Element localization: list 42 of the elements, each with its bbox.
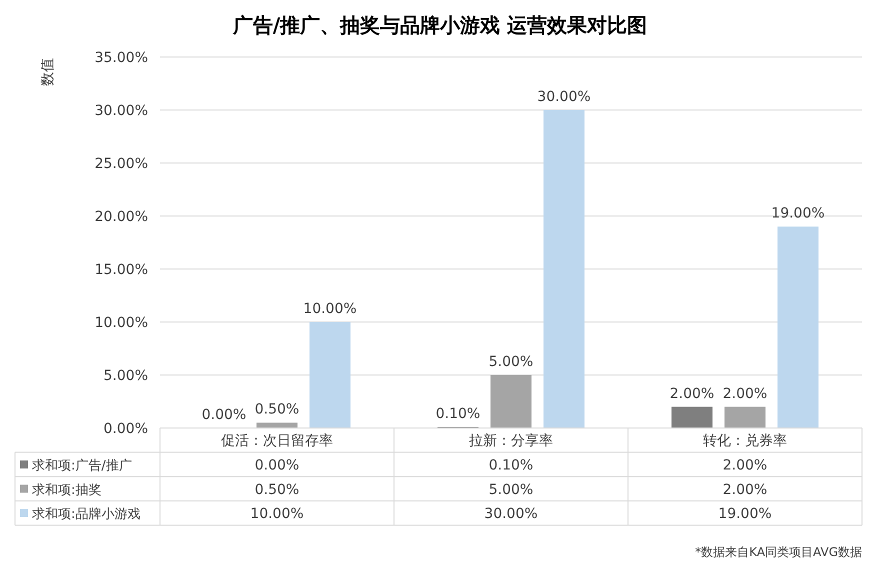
text: 0.50%: [254, 402, 300, 418]
y-tick-label: 15.00%: [94, 262, 148, 278]
data-label: 2.00%: [722, 482, 768, 498]
data-label: 0.00%: [254, 457, 300, 474]
x-tick-label: 促活：次日留存率: [221, 433, 333, 450]
y-tick-label: 35.00%: [94, 50, 148, 66]
y-tick-label: 20.00%: [94, 209, 148, 225]
text: 2.00%: [722, 386, 768, 402]
legend-label: 求和项:品牌小游戏: [32, 507, 140, 522]
data-label: 0.10%: [488, 457, 534, 474]
text: 2.00%: [670, 386, 714, 402]
y-tick-label: 25.00%: [94, 156, 148, 172]
x-tick-label: 转化：兑券率: [703, 433, 787, 450]
data-label: 30.00%: [484, 506, 538, 522]
text: 10.00%: [303, 301, 357, 317]
y-axis-title: 数值: [40, 58, 56, 86]
data-label: 19.00%: [718, 506, 772, 522]
x-tick-label: 拉新：分享率: [469, 433, 553, 450]
bar: [724, 406, 766, 428]
data-label: 0.50%: [254, 482, 300, 498]
bar: [490, 375, 532, 428]
data-label: 5.00%: [488, 482, 534, 498]
y-tick-label: 30.00%: [94, 103, 148, 119]
y-tick-label: 0.00%: [104, 421, 148, 437]
text: 5.00%: [488, 354, 534, 370]
text: 0.10%: [436, 406, 480, 422]
legend-label: 求和项:抽奖: [32, 482, 102, 498]
bar: [310, 322, 350, 428]
legend-label: 求和项:广告/推广: [32, 458, 132, 474]
bar: [778, 226, 818, 428]
text: 0.00%: [202, 407, 246, 423]
text: 19.00%: [771, 206, 825, 222]
bar: [672, 406, 712, 428]
text: 30.00%: [537, 89, 591, 105]
data-label: 2.00%: [722, 457, 768, 474]
data-label: 10.00%: [250, 506, 304, 522]
chart-title: 广告/推广、抽奖与品牌小游戏 运营效果对比图: [232, 13, 648, 37]
bar: [544, 110, 584, 428]
text: *数据来自KA同类项目AVG数据: [695, 545, 862, 559]
bar: [256, 422, 298, 428]
y-tick-label: 10.00%: [94, 315, 148, 331]
y-tick-label: 5.00%: [104, 368, 148, 384]
